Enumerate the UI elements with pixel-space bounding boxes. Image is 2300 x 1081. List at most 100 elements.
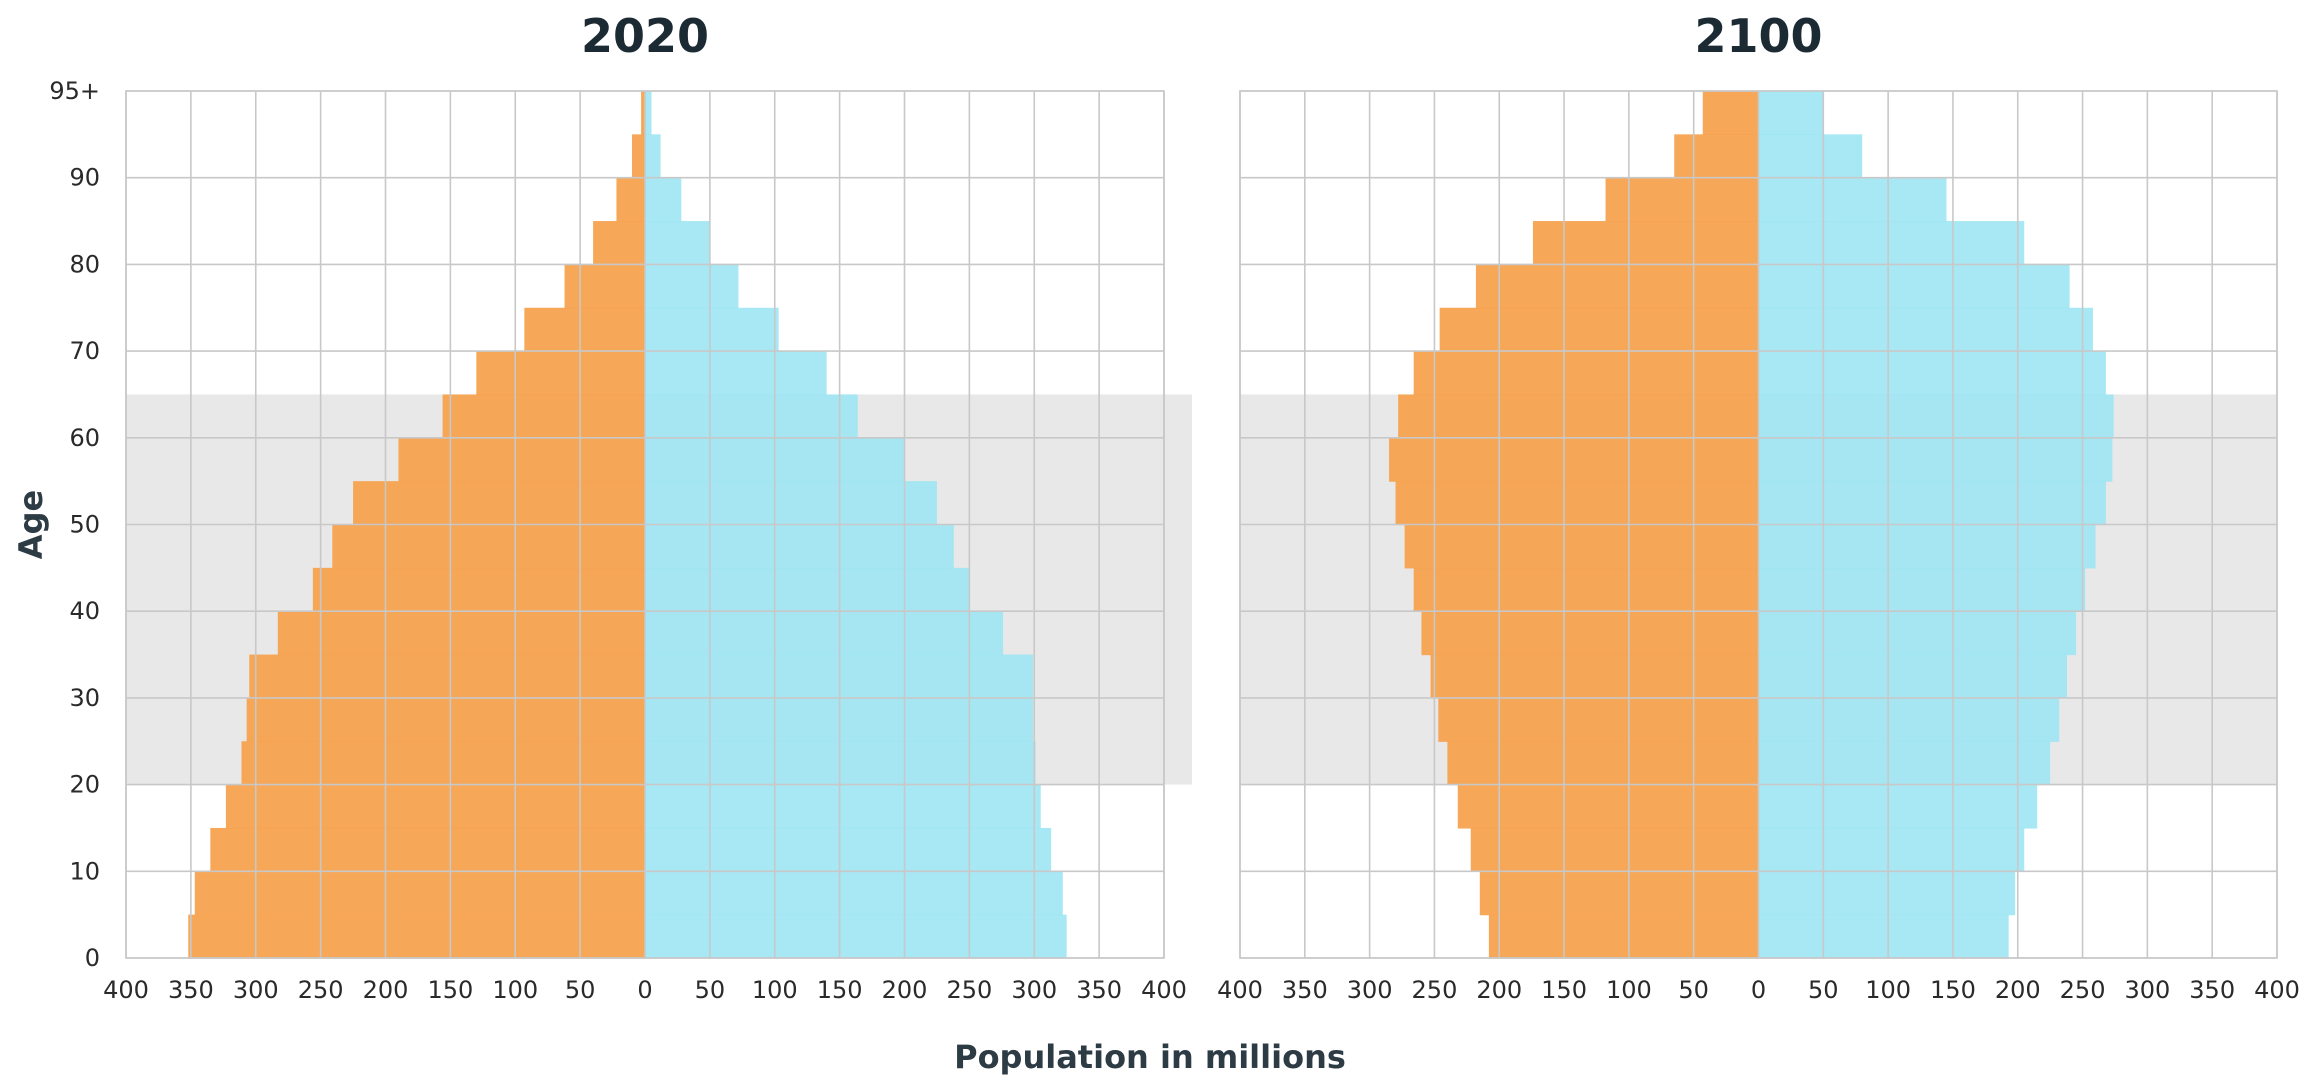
bar-right-85-89	[1758, 177, 1947, 222]
bar-left-85-89	[616, 177, 645, 222]
y-tick-label: 50	[69, 511, 100, 539]
bar-left-0-4	[188, 914, 645, 959]
bar-right-95+	[645, 91, 652, 135]
bar-right-80-84	[645, 221, 710, 265]
bar-left-5-9	[194, 871, 645, 916]
bar-left-90-94	[632, 134, 645, 179]
bar-left-75-79	[564, 264, 645, 309]
x-tick-label: 150	[427, 976, 473, 1004]
x-tick-label: 400	[1141, 976, 1187, 1004]
bar-left-35-39	[1421, 611, 1759, 656]
x-tick-label: 350	[1076, 976, 1122, 1004]
y-tick-label: 30	[69, 684, 100, 712]
bar-right-10-14	[645, 827, 1052, 872]
bar-right-85-89	[645, 177, 682, 222]
bar-left-80-84	[593, 221, 645, 265]
y-tick-label: 10	[69, 857, 100, 885]
x-tick-label: 150	[1930, 976, 1976, 1004]
bar-right-25-29	[1758, 697, 2060, 742]
bar-left-60-64	[442, 394, 645, 439]
bar-left-45-49	[1404, 524, 1759, 569]
bar-left-95+	[641, 91, 645, 135]
x-tick-label: 200	[363, 976, 409, 1004]
panel-2020: 400 350 300 250 200 150 100 50 0 50 100 150 200 250 30…	[103, 9, 1192, 1004]
y-tick-label: 90	[69, 164, 100, 192]
panel-title-2020: 2020	[581, 9, 709, 63]
bar-right-70-74	[1758, 307, 2093, 352]
bar-right-30-34	[1758, 654, 2068, 699]
x-tick-label: 300	[2124, 976, 2170, 1004]
bar-left-30-34	[1430, 654, 1759, 699]
x-tick-label: 100	[1865, 976, 1911, 1004]
x-tick-label: 200	[882, 976, 928, 1004]
bar-right-40-44	[1758, 567, 2086, 612]
x-tick-label: 250	[2060, 976, 2106, 1004]
y-tick-label: 80	[69, 250, 100, 278]
bar-left-20-24	[1447, 741, 1759, 786]
x-tick-label: 350	[168, 976, 214, 1004]
x-tick-label: 350	[1282, 976, 1328, 1004]
bar-left-10-14	[1470, 827, 1759, 872]
bar-right-70-74	[645, 307, 779, 352]
bar-right-80-84	[1758, 221, 2025, 265]
bar-right-10-14	[1758, 827, 2025, 872]
bar-left-75-79	[1475, 264, 1759, 309]
x-tick-label: 150	[1541, 976, 1587, 1004]
x-tick-label: 250	[1412, 976, 1458, 1004]
x-tick-label: 150	[817, 976, 863, 1004]
x-tick-label: 50	[695, 976, 726, 1004]
bar-left-50-54	[353, 481, 645, 526]
x-tick-label: 0	[1751, 976, 1766, 1004]
x-tick-label: 400	[1217, 976, 1263, 1004]
bar-left-15-19	[225, 784, 645, 829]
bar-right-20-24	[1758, 741, 2051, 786]
bar-right-35-39	[645, 611, 1004, 656]
bar-right-90-94	[645, 134, 661, 179]
panel-2100: 400 350 300 250 200 150 100 50 0 50 100 150 200 250 30…	[1217, 9, 2300, 1004]
bar-left-25-29	[246, 697, 646, 742]
y-tick-label: 20	[69, 771, 100, 799]
bar-right-15-19	[1758, 784, 2038, 829]
bar-left-5-9	[1479, 871, 1759, 916]
x-tick-label: 50	[565, 976, 596, 1004]
x-tick-label: 400	[103, 976, 149, 1004]
bar-left-85-89	[1605, 177, 1759, 222]
x-tick-label: 300	[1011, 976, 1057, 1004]
bar-right-75-79	[1758, 264, 2070, 309]
bar-left-65-69	[1413, 351, 1759, 396]
bar-left-70-74	[524, 307, 645, 352]
bar-right-45-49	[645, 524, 954, 569]
bar-right-50-54	[645, 481, 937, 526]
bar-left-70-74	[1439, 307, 1759, 352]
x-tick-label: 250	[946, 976, 992, 1004]
bar-right-50-54	[1758, 481, 2106, 526]
y-tick-label: 40	[69, 597, 100, 625]
x-tick-label: 100	[1606, 976, 1652, 1004]
bar-right-75-79	[645, 264, 739, 309]
bar-left-90-94	[1674, 134, 1759, 179]
bar-right-5-9	[645, 871, 1063, 916]
x-tick-label: 200	[1476, 976, 1522, 1004]
x-tick-label: 400	[2254, 976, 2300, 1004]
bar-left-40-44	[1413, 567, 1759, 612]
x-tick-label: 250	[298, 976, 344, 1004]
bar-right-55-59	[1758, 437, 2113, 482]
bar-right-45-49	[1758, 524, 2096, 569]
x-tick-label: 0	[637, 976, 652, 1004]
bar-left-65-69	[476, 351, 645, 396]
bar-left-15-19	[1457, 784, 1759, 829]
bar-left-10-14	[210, 827, 645, 872]
x-tick-label: 350	[2189, 976, 2235, 1004]
panel-title-2100: 2100	[1694, 9, 1822, 63]
bar-left-80-84	[1532, 221, 1759, 265]
x-tick-label: 300	[233, 976, 279, 1004]
bar-right-40-44	[645, 567, 970, 612]
x-axis-title: Population in millions	[954, 1038, 1346, 1076]
plot-frame	[125, 90, 1165, 959]
bar-left-50-54	[1395, 481, 1759, 526]
bar-right-90-94	[1758, 134, 1863, 179]
bar-right-95+	[1758, 91, 1824, 135]
x-tick-label: 50	[1808, 976, 1839, 1004]
